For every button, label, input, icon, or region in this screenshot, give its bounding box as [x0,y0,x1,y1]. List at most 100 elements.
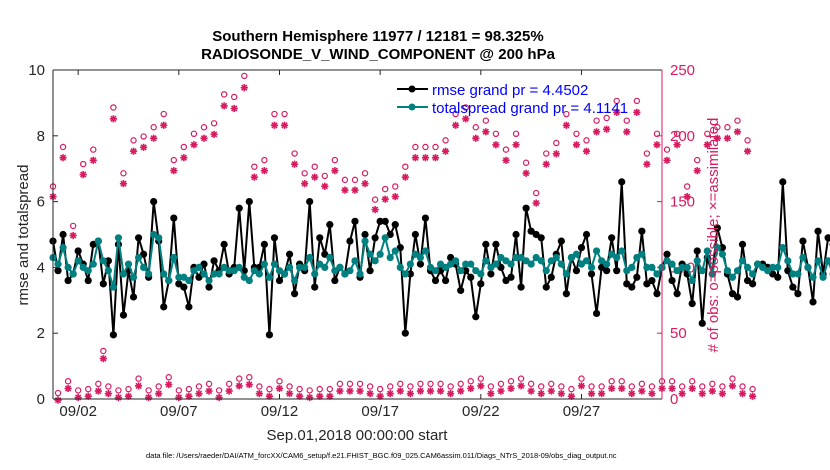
rmse-point [668,276,676,285]
rmse-point [517,283,525,291]
x-tick-label: 09/22 [462,403,500,420]
totalspread-point [769,263,777,271]
count-possible-marker [331,156,339,164]
rmse-point [401,329,409,337]
count-possible-marker [522,159,530,166]
count-assimilated-marker [210,130,218,138]
count-assimilated-marker [663,156,671,164]
count-possible-marker [517,375,525,382]
count-possible-marker [427,380,434,388]
totalspread-point [255,270,263,278]
totalspread-point [492,260,500,268]
count-possible-marker [548,380,555,388]
count-possible-marker [512,130,520,137]
rmse-point [245,198,253,206]
count-assimilated-marker [99,355,107,363]
legend: rmse grand pr = 4.4502 totalspread grand… [397,82,628,117]
rmse-point [814,227,822,235]
count-possible-marker [69,222,77,230]
count-assimilated-marker [109,115,117,123]
count-assimilated-marker [321,182,329,190]
rmse-point [150,198,158,206]
count-possible-marker [200,124,208,131]
rmse-point [391,221,399,229]
count-assimilated-marker [376,392,384,400]
count-possible-marker [130,137,137,144]
count-assimilated-marker [547,387,555,395]
totalspread-point [356,270,364,278]
rmse-point [824,234,830,242]
rmse-point [557,237,565,245]
count-possible-marker [175,387,183,394]
count-assimilated-marker [673,141,681,149]
count-possible-marker [291,150,298,157]
count-assimilated-marker [250,173,258,181]
totalspread-point [643,263,651,271]
count-assimilated-marker [185,392,193,400]
count-possible-marker [361,170,369,177]
count-assimilated-marker [69,231,77,240]
rmse-point [587,270,596,278]
totalspread-point [452,257,460,265]
rmse-point [738,240,747,248]
count-assimilated-marker [522,169,530,177]
count-possible-marker [170,156,177,164]
totalspread-point [290,276,299,285]
count-possible-marker [598,383,605,390]
count-possible-marker [734,117,741,124]
rmse-point [170,214,178,222]
totalspread-point [421,247,430,255]
count-possible-marker [241,72,248,80]
count-assimilated-marker [175,393,183,402]
totalspread-point [467,260,475,268]
count-possible-marker [719,383,726,390]
rmse-point [733,293,742,301]
count-assimilated-marker [260,167,268,175]
count-assimilated-marker [492,141,500,149]
count-possible-marker [85,385,92,393]
rmse-point [371,234,379,242]
totalspread-point [628,263,636,271]
totalspread-point [109,283,117,291]
rmse-point [59,230,67,239]
count-possible-marker [79,160,87,168]
count-assimilated-marker [527,387,535,395]
rmse-point [507,273,515,281]
count-assimilated-marker [139,143,148,151]
count-assimilated-marker [129,147,138,155]
count-assimilated-marker [457,387,465,395]
count-assimilated-marker [59,154,67,162]
totalspread-point [260,260,268,268]
count-possible-marker [437,380,444,388]
totalspread-point [653,270,661,278]
totalspread-point [507,260,515,268]
count-assimilated-marker [386,390,394,398]
totalspread-point [814,257,822,265]
totalspread-point [134,253,143,262]
count-possible-marker [487,383,495,390]
count-possible-marker [90,146,97,153]
x-tick-label: 09/07 [160,403,198,420]
rmse-point [361,230,369,239]
totalspread-point [54,260,62,268]
count-possible-marker [422,143,429,151]
totalspread-point [678,263,686,271]
totalspread-point [306,253,314,262]
count-assimilated-marker [94,387,102,395]
totalspread-point [165,276,173,285]
rmse-point [220,240,228,248]
rmse-point [809,298,817,306]
rmse-point [794,290,802,298]
totalspread-point [638,250,646,258]
totalspread-point [205,276,213,285]
rmse-point [366,267,374,275]
legend-entry-rmse: rmse grand pr = 4.4502 [397,82,588,99]
count-possible-marker [638,380,646,388]
count-possible-marker [643,150,651,157]
rmse-point [577,244,586,252]
count-assimilated-marker [497,387,505,395]
totalspread-point [743,263,752,271]
count-assimilated-marker [275,384,284,393]
count-assimilated-marker [552,150,560,158]
count-assimilated-marker [195,390,203,398]
